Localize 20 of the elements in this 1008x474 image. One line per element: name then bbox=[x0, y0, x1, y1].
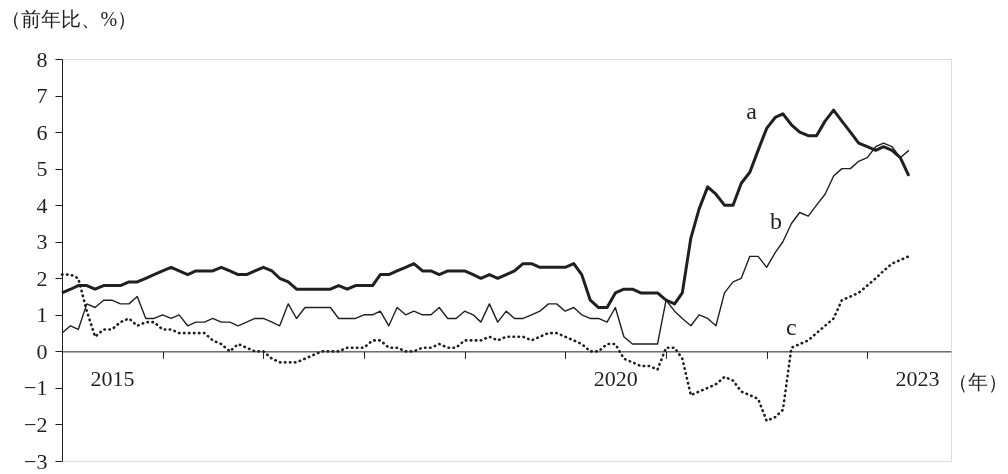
y-tick-label: 2 bbox=[36, 265, 48, 291]
x-tick-label: 2015 bbox=[90, 365, 135, 391]
y-tick-label: 1 bbox=[36, 302, 48, 328]
y-tick-label: −2 bbox=[24, 411, 48, 437]
y-tick-label: 3 bbox=[36, 229, 48, 255]
y-tick-label: 6 bbox=[36, 119, 48, 145]
series-label: b bbox=[769, 207, 782, 234]
y-tick-label: −1 bbox=[24, 375, 48, 401]
y-tick-label: 4 bbox=[36, 192, 48, 218]
series-label: a bbox=[746, 98, 758, 125]
series-label: c bbox=[786, 313, 797, 340]
y-axis-title: （前年比、%） bbox=[0, 7, 138, 30]
y-tick-label: 5 bbox=[36, 156, 48, 182]
y-tick-label: −3 bbox=[24, 448, 48, 474]
x-tick-label: 2023 bbox=[895, 365, 940, 391]
y-tick-label: 8 bbox=[36, 46, 48, 72]
x-tick-label: 2020 bbox=[593, 365, 638, 391]
y-tick-label: 0 bbox=[36, 338, 48, 364]
y-tick-label: 7 bbox=[36, 83, 48, 109]
x-axis-title: （年） bbox=[947, 370, 1008, 393]
